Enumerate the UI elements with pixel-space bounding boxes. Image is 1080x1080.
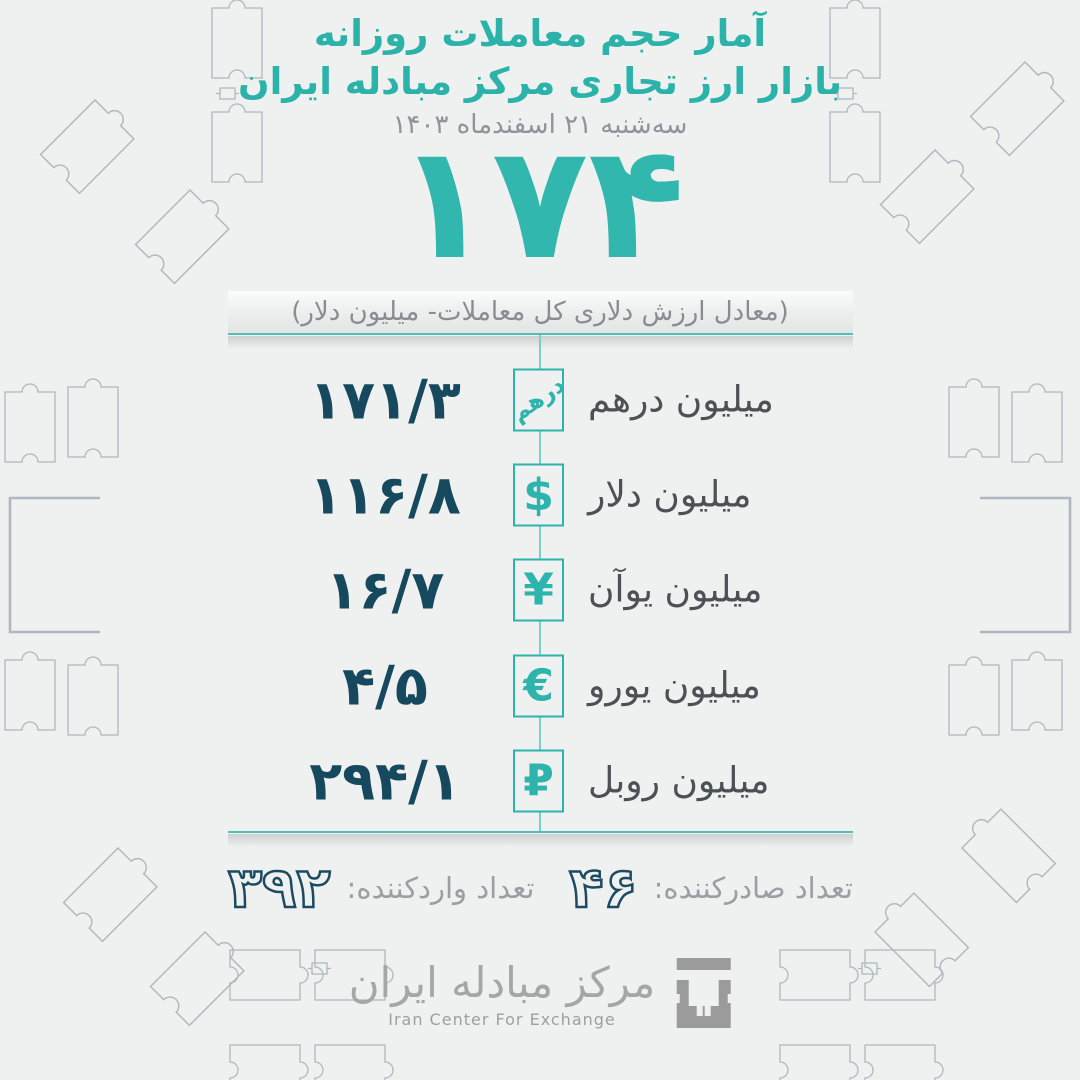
dollar-value: ۱۱۶/۸	[309, 463, 461, 527]
exporters-label: تعداد صادرکننده:	[653, 871, 853, 905]
bottom-divider-shadow	[228, 834, 853, 847]
dirham-value: ۱۷۱/۳	[309, 368, 461, 432]
importers-stat: تعداد واردکننده: ۳۹۲	[227, 854, 535, 922]
poster-date: سه‌شنبه ۲۱ اسفندماه ۱۴۰۳	[392, 110, 688, 140]
ruble-label: میلیون روبل	[588, 760, 770, 802]
exporters-stat: تعداد صادرکننده: ۴۶	[568, 854, 853, 922]
ruble-symbol: ₽	[523, 755, 554, 806]
yuan-value: ۱۶/۷	[325, 558, 445, 622]
importers-count: ۳۹۲	[227, 854, 332, 922]
ruble-value: ۲۹۴/۱	[309, 749, 461, 813]
row-ruble: ۲۹۴/۱ ₽ میلیون روبل	[0, 734, 1080, 828]
yuan-symbol: ¥	[523, 564, 554, 615]
exchange-logo-icon	[675, 958, 732, 1028]
euro-symbol: €	[523, 660, 554, 711]
dirham-label: میلیون درهم	[588, 379, 774, 421]
logo-name-farsi: مرکز مبادله ایران	[348, 958, 657, 1007]
importers-label: تعداد واردکننده:	[346, 871, 535, 905]
dirham-icon: درهم	[507, 368, 570, 432]
poster-title-line1: آمار حجم معاملات روزانه	[313, 12, 767, 55]
euro-label: میلیون یورو	[588, 665, 761, 707]
total-volume-value: ۱۷۴	[395, 111, 685, 295]
total-volume-caption: (معادل ارزش دلاری کل معاملات- میلیون دلا…	[291, 297, 789, 327]
organization-logo: مرکز مبادله ایران Iran Center For Exchan…	[349, 956, 732, 1032]
dollar-label: میلیون دلار	[588, 474, 752, 516]
row-yuan: ۱۶/۷ ¥ میلیون یوآن	[0, 543, 1080, 637]
euro-value: ۴/۵	[342, 654, 428, 718]
bottom-divider-line	[228, 831, 853, 833]
euro-icon: €	[513, 654, 564, 718]
logo-text-block: مرکز مبادله ایران Iran Center For Exchan…	[348, 958, 657, 1030]
ruble-icon: ₽	[513, 749, 564, 813]
row-euro: ۴/۵ € میلیون یورو	[0, 639, 1080, 733]
dollar-icon: $	[513, 463, 564, 527]
dirham-symbol: درهم	[506, 372, 570, 428]
dollar-symbol: $	[523, 469, 554, 520]
yuan-label: میلیون یوآن	[588, 569, 763, 611]
exporters-count: ۴۶	[568, 854, 639, 922]
row-dirham: ۱۷۱/۳ درهم میلیون درهم	[0, 353, 1080, 447]
logo-name-english: Iran Center For Exchange	[388, 1010, 616, 1029]
caption-band	[228, 291, 853, 334]
poster-title-line2: بازار ارز تجاری مرکز مبادله ایران	[238, 60, 843, 103]
row-dollar: ۱۱۶/۸ $ میلیون دلار	[0, 448, 1080, 542]
footer-stats: تعداد صادرکننده: ۴۶ تعداد واردکننده: ۳۹۲	[227, 846, 853, 930]
top-divider-line	[228, 333, 853, 335]
yuan-icon: ¥	[513, 558, 564, 622]
